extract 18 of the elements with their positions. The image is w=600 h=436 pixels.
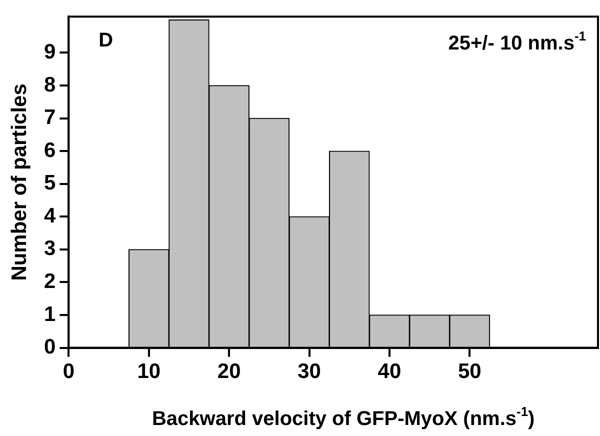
- y-tick-label: 7: [44, 106, 56, 130]
- x-tick-label: 30: [298, 360, 321, 384]
- y-tick-label: 5: [44, 172, 56, 195]
- y-tick-label: 8: [44, 73, 56, 96]
- x-tick-label: 10: [137, 360, 161, 384]
- y-axis-title: Number of particles: [8, 84, 31, 281]
- y-tick-label: 2: [44, 270, 56, 294]
- x-tick-label: 0: [62, 360, 75, 384]
- text: D: [98, 30, 114, 52]
- y-tick-label: 0: [44, 336, 56, 359]
- x-tick-label: 40: [378, 360, 402, 384]
- y-tick-label: 3: [44, 237, 56, 260]
- y-tick-label: 6: [44, 138, 56, 162]
- y-tick-label: 1: [44, 302, 56, 326]
- x-tick-label: 20: [217, 360, 241, 384]
- y-tick-label: 4: [44, 204, 56, 228]
- y-tick-label: 9: [44, 40, 56, 64]
- x-tick-label: 50: [458, 360, 482, 384]
